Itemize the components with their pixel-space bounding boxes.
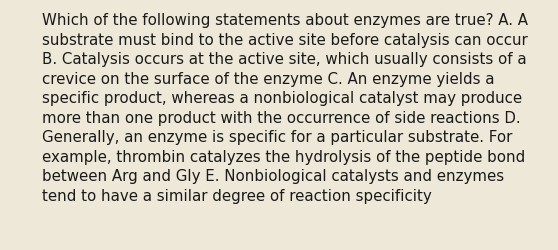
Text: Which of the following statements about enzymes are true? A. A
substrate must bi: Which of the following statements about … bbox=[42, 13, 528, 203]
